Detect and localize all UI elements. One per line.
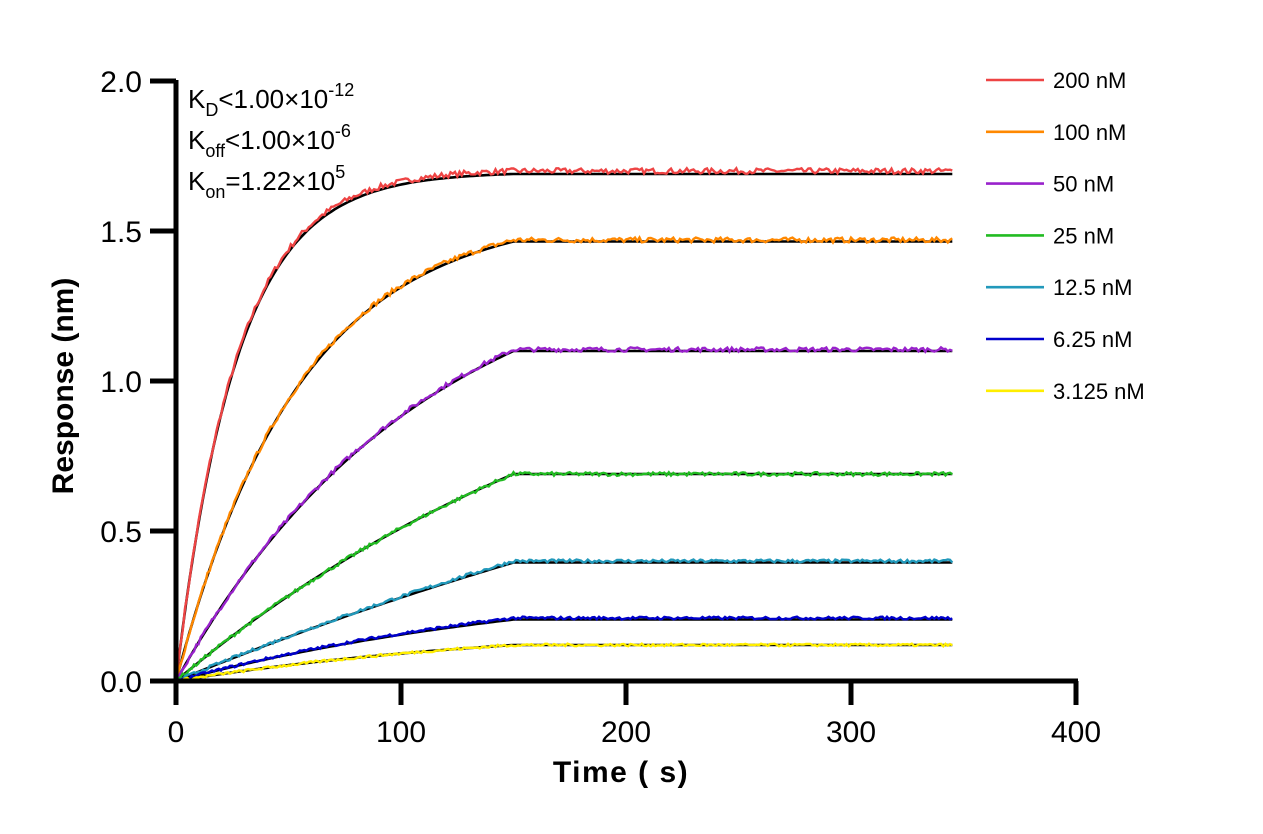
series-line-3-125-nm bbox=[175, 642, 953, 683]
data-series bbox=[174, 166, 954, 683]
x-tick-label: 0 bbox=[168, 716, 185, 749]
series-line-50-nm bbox=[174, 345, 953, 682]
legend: 200 nM 100 nM 50 nM 25 nM 12.5 nM 6.25 nM 3.12… bbox=[986, 68, 1145, 404]
x-axis-title: Time ( s) bbox=[553, 756, 689, 789]
legend-label-12-5-nm: 12.5 nM bbox=[1053, 275, 1133, 300]
fit-curve-200-nm bbox=[174, 172, 953, 682]
y-tick-label: 1.0 bbox=[100, 366, 142, 399]
series-line-6-25-nm bbox=[175, 615, 953, 683]
kinetic-annotation-on: Kon=1.22×105 bbox=[188, 162, 345, 202]
series-line-12-5-nm bbox=[175, 557, 954, 683]
y-tick-label: 2.0 bbox=[100, 66, 142, 99]
fit-curve-50-nm bbox=[174, 349, 953, 682]
legend-label-50-nm: 50 nM bbox=[1053, 172, 1114, 197]
fit-curve-25-nm bbox=[175, 472, 953, 683]
legend-label-6-25-nm: 6.25 nM bbox=[1053, 327, 1133, 352]
fit-curve-100-nm bbox=[174, 240, 953, 682]
legend-label-200-nm: 200 nM bbox=[1053, 68, 1126, 93]
y-tick-label: 0.0 bbox=[100, 666, 142, 699]
kinetic-annotation-D: KD<1.00×10-12 bbox=[188, 80, 354, 120]
legend-label-25-nm: 25 nM bbox=[1053, 223, 1114, 248]
legend-label-3-125-nm: 3.125 nM bbox=[1053, 379, 1145, 404]
fit-curves bbox=[174, 172, 953, 683]
x-tick-label: 200 bbox=[601, 716, 651, 749]
x-tick-label: 100 bbox=[376, 716, 426, 749]
kinetic-annotation-off: Koff<1.00×10-6 bbox=[188, 121, 351, 161]
series-line-25-nm bbox=[175, 470, 953, 682]
fit-curve-6-25-nm bbox=[175, 618, 953, 683]
x-tick-label: 300 bbox=[826, 716, 876, 749]
series-line-100-nm bbox=[174, 234, 953, 682]
y-tick-label: 0.5 bbox=[100, 516, 142, 549]
legend-label-100-nm: 100 nM bbox=[1053, 120, 1126, 145]
fit-curve-12-5-nm bbox=[175, 561, 953, 683]
y-axis-title: Response (nm) bbox=[47, 278, 80, 495]
series-line-200-nm bbox=[174, 166, 953, 682]
axes: 0.0 0.5 1.0 1.5 2.0 0 100 200 300 400 Time ( s) Res… bbox=[47, 66, 1101, 789]
x-tick-label: 400 bbox=[1051, 716, 1101, 749]
y-tick-label: 1.5 bbox=[100, 216, 142, 249]
